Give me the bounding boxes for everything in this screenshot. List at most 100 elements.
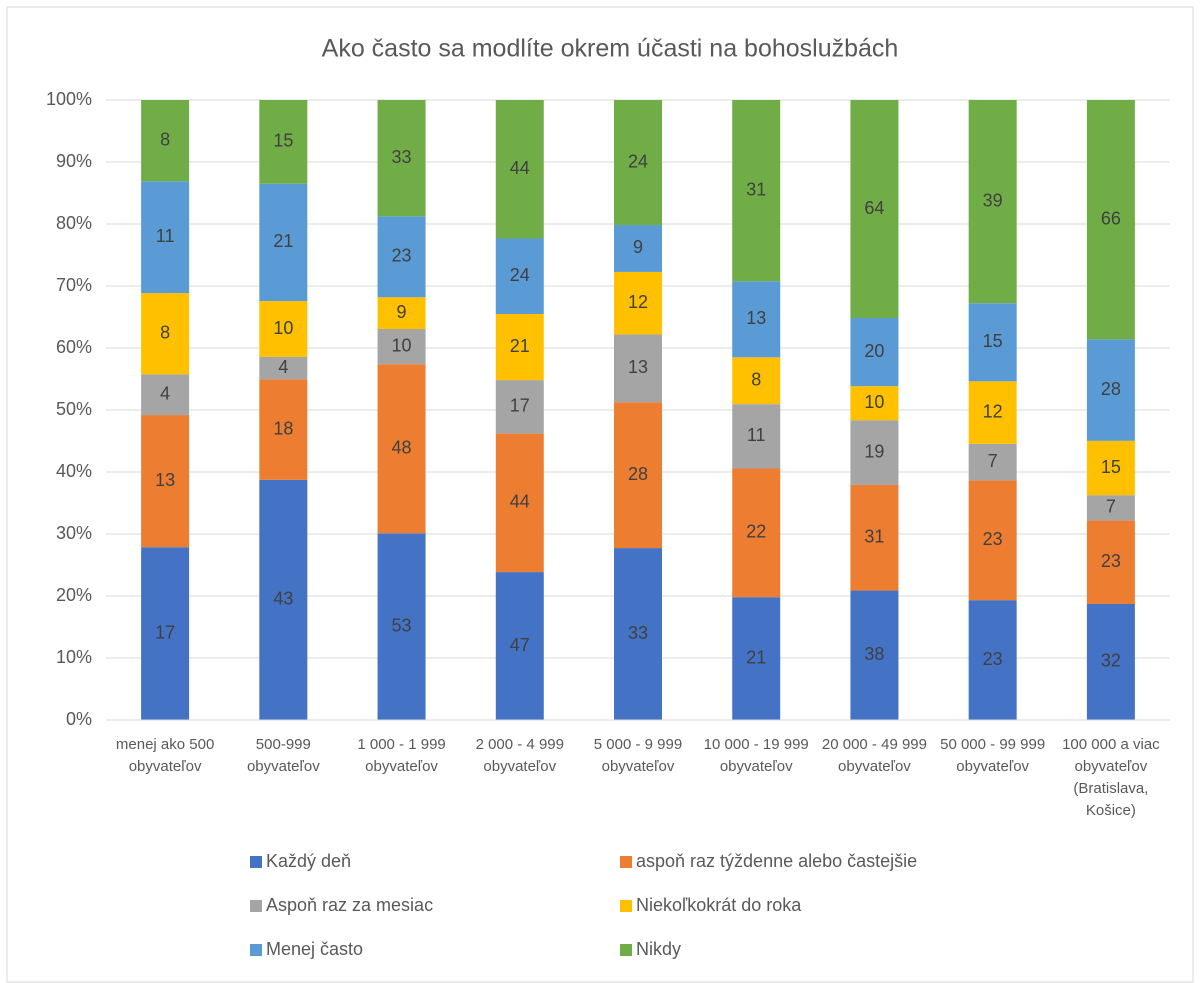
legend-swatch	[620, 944, 632, 956]
bar-segment	[259, 356, 308, 380]
x-tick-line: obyvateľov	[365, 758, 438, 775]
y-tick-label: 70%	[56, 275, 92, 295]
data-label: 9	[633, 237, 643, 257]
bar-segment	[732, 404, 781, 469]
bar-segment	[732, 100, 781, 282]
bar-segment	[1086, 440, 1135, 496]
bar-segment	[259, 379, 308, 480]
x-tick-label: menej ako 500 obyvateľov	[116, 736, 214, 775]
data-label: 8	[160, 129, 170, 149]
bar-segment	[259, 100, 308, 184]
data-label: 21	[746, 647, 766, 667]
x-tick-line: 2 000 - 4 999	[476, 736, 564, 753]
data-label: 22	[746, 522, 766, 542]
bar-segment	[614, 271, 662, 335]
x-tick-line: 500-999	[256, 736, 311, 753]
chart-title: Ako často sa modlíte okrem účasti na boh…	[322, 35, 899, 63]
data-label: 15	[273, 131, 293, 151]
legend-label: Každý deň	[266, 851, 351, 871]
bar-segment	[141, 374, 190, 416]
y-tick-label: 80%	[56, 213, 92, 233]
data-label: 9	[397, 302, 407, 322]
bar-segment	[614, 548, 662, 720]
data-label: 12	[628, 292, 648, 312]
x-tick-label: 500-999 obyvateľov	[247, 736, 320, 775]
bar-segment	[1086, 339, 1135, 441]
data-label: 13	[628, 357, 648, 377]
x-tick-line: menej ako 500	[116, 736, 214, 753]
x-tick-label: 100 000 a viac obyvateľov (Bratislava, Koši…	[1062, 736, 1160, 819]
data-label: 17	[510, 396, 530, 416]
x-tick-label: 50 000 - 99 999 obyvateľov	[940, 736, 1045, 775]
bar-segment	[614, 100, 662, 226]
y-tick-label: 100%	[46, 89, 92, 109]
x-tick-line: obyvateľov	[720, 758, 793, 775]
data-label: 11	[747, 425, 766, 445]
x-tick-line: 50 000 - 99 999	[940, 736, 1045, 753]
data-label: 19	[864, 441, 884, 461]
bar-segment	[1086, 100, 1135, 340]
bar-segment	[732, 281, 781, 358]
bar-segment	[614, 402, 662, 549]
bar-segment	[259, 479, 308, 720]
data-label: 31	[864, 526, 884, 546]
y-tick-label: 40%	[56, 461, 92, 481]
data-label: 28	[628, 464, 648, 484]
x-tick-line: obyvateľov	[483, 758, 556, 775]
data-label: 10	[864, 392, 884, 412]
data-label: 44	[510, 158, 530, 178]
x-tick-line: 20 000 - 49 999	[822, 736, 927, 753]
data-label: 23	[392, 246, 412, 266]
data-label: 21	[510, 336, 530, 356]
data-label: 20	[864, 341, 884, 361]
y-tick-label: 60%	[56, 337, 92, 357]
legend-swatch	[250, 944, 262, 956]
data-label: 28	[1101, 379, 1121, 399]
x-tick-line: obyvateľov	[129, 758, 202, 775]
bar-segment	[850, 420, 899, 485]
data-label: 23	[983, 649, 1003, 669]
data-label: 47	[510, 635, 530, 655]
bar-segment	[732, 468, 781, 598]
bar-segment	[968, 600, 1017, 720]
x-tick-line: obyvateľov	[838, 758, 911, 775]
data-label: 38	[864, 644, 884, 664]
bar-segment	[1086, 603, 1135, 720]
bar-segment	[377, 364, 426, 534]
data-label: 4	[160, 384, 170, 404]
data-label: 7	[988, 451, 998, 471]
data-label: 44	[510, 492, 530, 512]
data-label: 21	[273, 231, 293, 251]
data-label: 8	[751, 370, 761, 390]
x-tick-label: 5 000 - 9 999 obyvateľov	[594, 736, 682, 775]
bar-segment	[850, 100, 899, 319]
data-label: 33	[628, 623, 648, 643]
bar-segment	[259, 301, 308, 357]
bar-segment	[377, 533, 426, 720]
bar-segment	[732, 597, 781, 720]
bar-segment	[968, 303, 1017, 382]
x-tick-line: 100 000 a viac	[1062, 736, 1160, 753]
x-tick-label: 2 000 - 4 999 obyvateľov	[476, 736, 564, 775]
bar-segment	[850, 318, 899, 387]
bar-segment	[850, 590, 899, 720]
bar-segment	[377, 216, 426, 298]
bar-segment	[141, 415, 190, 548]
bar-segment	[259, 183, 308, 302]
x-tick-line: obyvateľov	[247, 758, 320, 775]
bar-segment	[495, 314, 544, 381]
y-tick-label: 10%	[56, 647, 92, 667]
data-label: 66	[1101, 208, 1121, 228]
legend-swatch	[620, 856, 632, 868]
data-label: 24	[510, 265, 530, 285]
bar-segment	[614, 334, 662, 403]
x-tick-line: 1 000 - 1 999	[357, 736, 445, 753]
legend-label: Menej často	[266, 939, 363, 959]
bar-segment	[495, 572, 544, 720]
data-label: 31	[746, 179, 766, 199]
x-tick-line: obyvateľov	[1075, 758, 1148, 775]
bar-segment	[495, 433, 544, 573]
data-label: 7	[1106, 497, 1116, 517]
x-tick-line: 5 000 - 9 999	[594, 736, 682, 753]
